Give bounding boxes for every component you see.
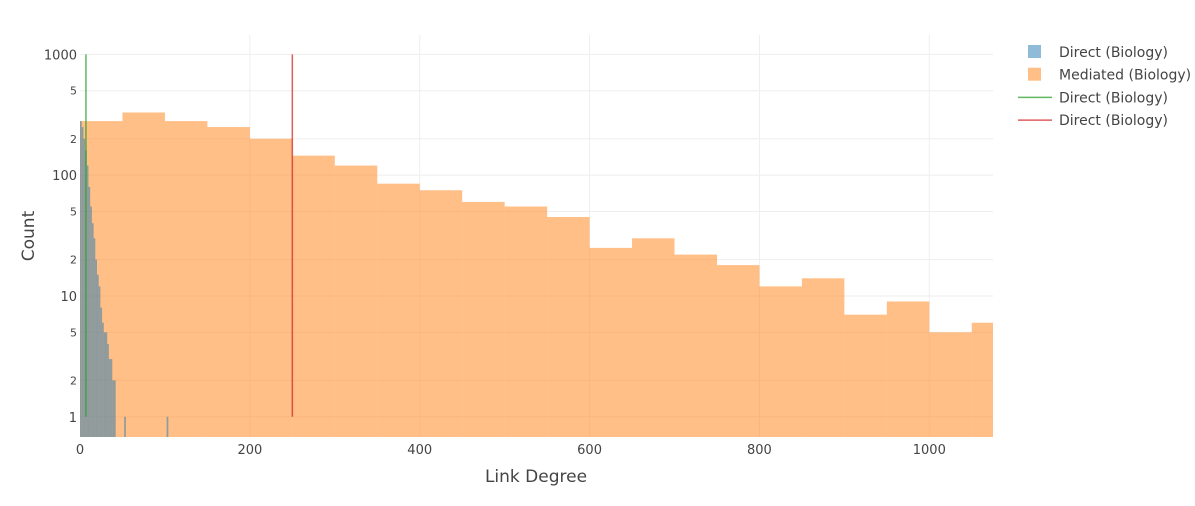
- legend-swatch: [1028, 67, 1041, 81]
- histogram-bar: [249, 138, 293, 437]
- mean-lines: [85, 54, 294, 417]
- histogram-bar: [674, 254, 717, 437]
- legend-label: Direct (Biology): [1059, 90, 1168, 106]
- y-minor-tick-label: 5: [70, 206, 77, 219]
- histogram-bar: [122, 112, 165, 437]
- histogram-bar: [91, 223, 94, 437]
- legend: Direct (Biology) Mediated (Biology) Direct…: [1018, 45, 1191, 129]
- y-minor-tick-label: 2: [70, 374, 77, 387]
- legend-label: Mediated (Biology): [1059, 68, 1191, 84]
- legend-label: Direct (Biology): [1059, 45, 1168, 61]
- histogram-bar: [108, 359, 111, 437]
- histogram-bar: [93, 238, 96, 437]
- histogram-bar: [124, 416, 126, 437]
- direct-bars: [80, 121, 169, 437]
- histogram-bar: [166, 416, 169, 437]
- histogram-bar: [334, 165, 378, 437]
- histogram-bar: [207, 127, 250, 437]
- y-tick-label: 1: [69, 411, 77, 426]
- histogram-bar: [95, 259, 97, 437]
- histogram-bar: [90, 206, 92, 437]
- histogram-bar: [110, 359, 113, 437]
- histogram-bar: [81, 127, 84, 437]
- histogram-bar: [632, 238, 675, 437]
- histogram-bar: [547, 217, 590, 437]
- histogram-bar: [107, 344, 109, 437]
- histogram-bar: [929, 332, 972, 437]
- x-tick-label: 1000: [913, 443, 946, 458]
- legend-label: Direct (Biology): [1059, 113, 1168, 129]
- histogram-bar: [462, 201, 505, 437]
- y-minor-tick-label: 2: [70, 254, 77, 267]
- histogram-bar: [504, 206, 548, 437]
- histogram-bar: [419, 190, 463, 437]
- histogram-bar: [96, 274, 99, 437]
- histogram-bar: [112, 380, 114, 437]
- histogram-bar: [83, 138, 86, 437]
- x-tick-label: 200: [237, 443, 262, 458]
- histogram-bar: [377, 183, 420, 437]
- histogram-bar: [716, 265, 760, 437]
- histogram-bar: [103, 332, 106, 437]
- histogram-bar: [113, 380, 116, 437]
- histogram-bar: [292, 155, 335, 437]
- legend-item: Direct (Biology): [1028, 45, 1168, 61]
- y-tick-label: 1000: [44, 48, 77, 63]
- x-tick-label: 400: [407, 443, 432, 458]
- histogram-bar: [164, 121, 208, 437]
- x-tick-label: 800: [747, 443, 772, 458]
- legend-item: Mediated (Biology): [1028, 67, 1191, 84]
- histogram-bar: [589, 247, 633, 437]
- y-axis-title: Count: [19, 210, 39, 261]
- y-axis: 1 10 100 1000 2 5 2 5 2 5: [44, 48, 77, 425]
- x-tick-label: 0: [76, 443, 84, 458]
- mediated-bars: [80, 112, 993, 437]
- y-minor-tick-label: 5: [70, 326, 77, 339]
- y-tick-label: 100: [52, 169, 77, 184]
- y-minor-tick-label: 5: [70, 85, 77, 98]
- histogram-bar: [105, 332, 108, 437]
- histogram-bar: [801, 278, 845, 437]
- histogram-bar: [886, 301, 930, 437]
- histogram-bar: [80, 121, 82, 437]
- histogram-bar: [759, 286, 802, 437]
- y-tick-label: 10: [60, 290, 77, 305]
- legend-item: Direct (Biology): [1018, 90, 1168, 106]
- y-minor-tick-label: 2: [70, 133, 77, 146]
- histogram-bar: [86, 165, 89, 437]
- legend-item: Direct (Biology): [1018, 113, 1168, 129]
- x-tick-label: 600: [577, 443, 602, 458]
- histogram-bar: [844, 314, 887, 437]
- x-axis: 0 200 400 600 800 1000: [76, 443, 946, 458]
- histogram-bar: [98, 286, 101, 437]
- x-axis-title: Link Degree: [485, 467, 587, 487]
- histogram-bar: [100, 307, 103, 437]
- histogram-bar: [102, 322, 104, 437]
- legend-swatch: [1028, 45, 1041, 58]
- histogram-bar: [971, 322, 993, 437]
- histogram-bar: [88, 186, 91, 437]
